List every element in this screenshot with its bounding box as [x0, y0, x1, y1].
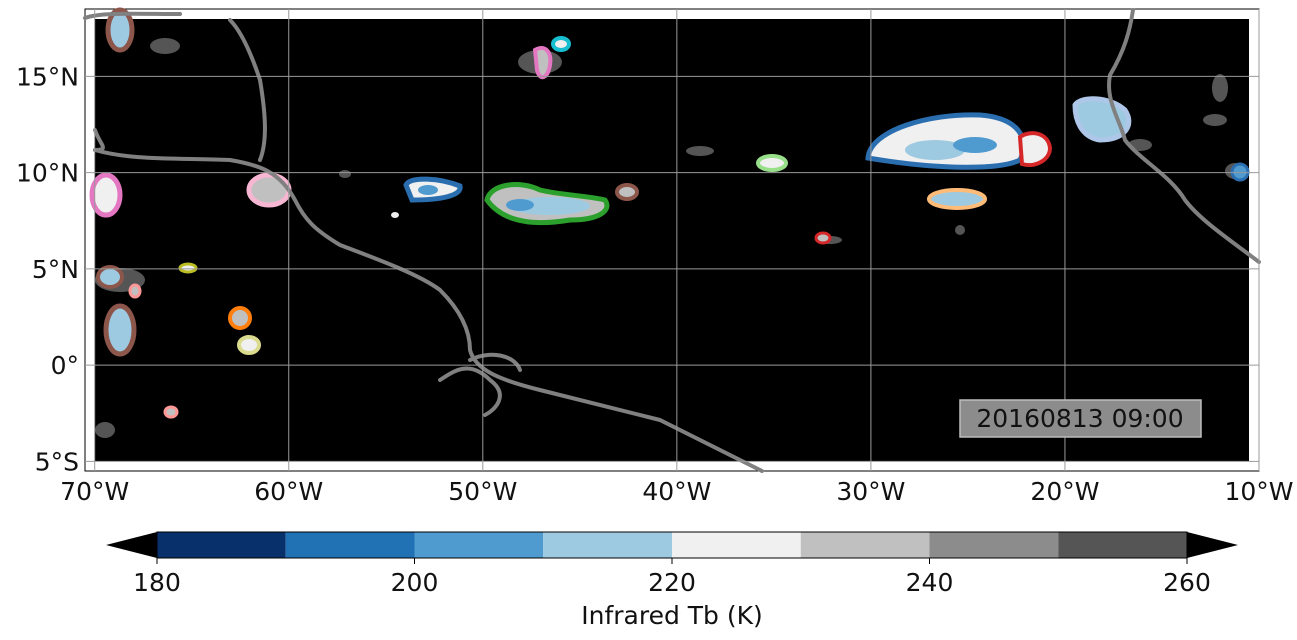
- lon-tick-label: 30°W: [836, 477, 905, 506]
- colorbar: 180 200 220 240 260 Infrared Tb (K): [106, 531, 1238, 630]
- colorbar-bin: [157, 532, 286, 558]
- lon-tick-label: 40°W: [642, 477, 711, 506]
- lon-tick-label: 50°W: [448, 477, 517, 506]
- colorbar-tick-label: 220: [648, 568, 696, 597]
- longitude-tick-labels: 70°W 60°W 50°W 40°W 30°W 20°W 10°W: [60, 477, 1293, 506]
- cloud-system-mid-atlantic: [484, 182, 639, 226]
- cloud-system-northeast: [1072, 96, 1132, 143]
- colorbar-tick-label: 240: [906, 568, 954, 597]
- coastline: [83, 8, 1261, 473]
- ir-data-area: [95, 19, 1249, 461]
- gridlines: [85, 9, 1260, 471]
- lon-tick-label: 60°W: [254, 477, 323, 506]
- colorbar-bin: [672, 532, 801, 558]
- colorbar-bin: [800, 532, 930, 558]
- timestamp-box: [959, 399, 1202, 438]
- lon-tick-label: 20°W: [1030, 477, 1099, 506]
- colorbar-tick-labels: 180 200 220 240 260: [133, 558, 1211, 597]
- lat-tick-label: 15°N: [16, 62, 79, 91]
- cloud-system-west-atlantic: [403, 176, 463, 203]
- timestamp-stamp: 20160813 09:00: [959, 399, 1202, 438]
- colorbar-extend-max: [1187, 532, 1238, 558]
- colorbar-tick-label: 260: [1163, 568, 1211, 597]
- colorbar-extend-min: [106, 532, 157, 558]
- lat-tick-label: 5°N: [32, 255, 79, 284]
- colorbar-tick-label: 200: [391, 568, 439, 597]
- latitude-tick-labels: 15°N 10°N 5°N 0° 5°S: [16, 62, 79, 476]
- timestamp-text: 20160813 09:00: [976, 404, 1183, 433]
- colorbar-bin: [929, 532, 1059, 558]
- colorbar-tick-label: 180: [133, 568, 181, 597]
- cloud-system-east-atlantic: [865, 112, 1053, 170]
- cloud-system-small: [89, 7, 1250, 419]
- colorbar-bin: [285, 532, 415, 558]
- colorbar-bin: [414, 532, 544, 558]
- colorbar-bin: [1058, 532, 1187, 558]
- lat-tick-label: 10°N: [16, 159, 79, 188]
- colorbar-bins: [157, 532, 1187, 558]
- lon-tick-label: 70°W: [60, 477, 129, 506]
- colorbar-bin: [543, 532, 672, 558]
- lon-tick-label: 10°W: [1224, 477, 1293, 506]
- lat-tick-label: 0°: [51, 351, 79, 380]
- lat-tick-label: 5°S: [35, 447, 79, 476]
- colorbar-label: Infrared Tb (K): [581, 601, 763, 630]
